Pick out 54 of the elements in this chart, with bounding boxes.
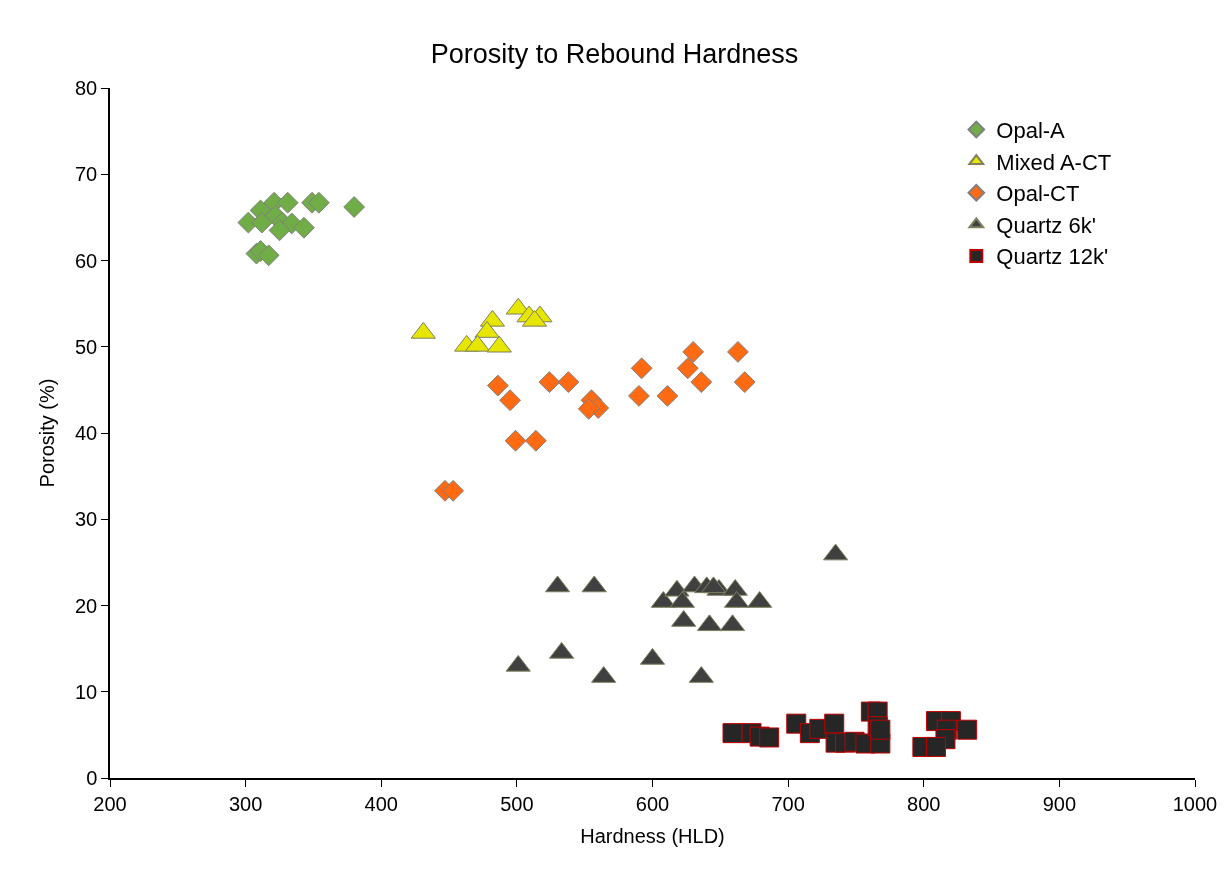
y-tick-label: 70 xyxy=(75,163,98,186)
x-tick-label: 200 xyxy=(93,792,127,815)
y-tick-label: 0 xyxy=(86,767,98,789)
point xyxy=(957,719,978,740)
chart-title: Porosity to Rebound Hardness xyxy=(430,38,799,69)
y-axis-title: Porosity (%) xyxy=(36,378,58,488)
point xyxy=(656,385,679,407)
y-tick-label: 60 xyxy=(75,249,98,272)
point xyxy=(630,357,653,380)
y-tick-label: 30 xyxy=(75,508,98,531)
legend-label: Opal-CT xyxy=(996,181,1080,207)
point xyxy=(759,727,780,748)
point xyxy=(343,196,366,218)
y-tick-label: 80 xyxy=(75,77,98,99)
x-tick-label: 300 xyxy=(228,792,263,815)
point xyxy=(824,713,845,734)
x-tick-label: 600 xyxy=(635,792,670,815)
legend-label: Mixed A-CT xyxy=(996,149,1112,175)
point xyxy=(293,216,315,239)
point xyxy=(682,341,705,363)
point xyxy=(925,736,946,757)
x-tick-label: 700 xyxy=(771,792,805,815)
x-tick-label: 900 xyxy=(1042,792,1077,815)
point xyxy=(504,429,527,452)
point xyxy=(307,191,330,214)
x-tick-label: 500 xyxy=(500,792,534,815)
y-tick-label: 20 xyxy=(75,594,98,617)
point xyxy=(524,429,547,452)
point xyxy=(442,479,465,502)
point xyxy=(538,371,561,394)
point xyxy=(499,389,521,412)
point xyxy=(257,244,280,267)
x-tick-label: 1000 xyxy=(1172,792,1218,815)
point xyxy=(268,219,291,242)
point xyxy=(690,371,713,394)
point xyxy=(276,191,299,214)
y-tick-label: 10 xyxy=(75,680,98,703)
legend-label: Quartz 12k' xyxy=(996,244,1109,270)
point xyxy=(733,371,756,394)
point xyxy=(722,723,743,744)
x-tick-label: 400 xyxy=(364,792,398,815)
y-tick-label: 50 xyxy=(75,335,98,358)
point xyxy=(676,357,699,380)
legend-label: Quartz 6k' xyxy=(996,212,1096,238)
point xyxy=(251,211,273,234)
point xyxy=(557,371,580,394)
x-tick-label: 800 xyxy=(907,792,941,815)
point xyxy=(727,341,749,363)
point xyxy=(577,397,600,420)
y-tick-label: 40 xyxy=(75,422,98,444)
legend-label: Opal-A xyxy=(996,118,1066,144)
point xyxy=(628,385,650,407)
point xyxy=(486,374,509,397)
x-axis-title: Hardness (HLD) xyxy=(580,824,725,847)
